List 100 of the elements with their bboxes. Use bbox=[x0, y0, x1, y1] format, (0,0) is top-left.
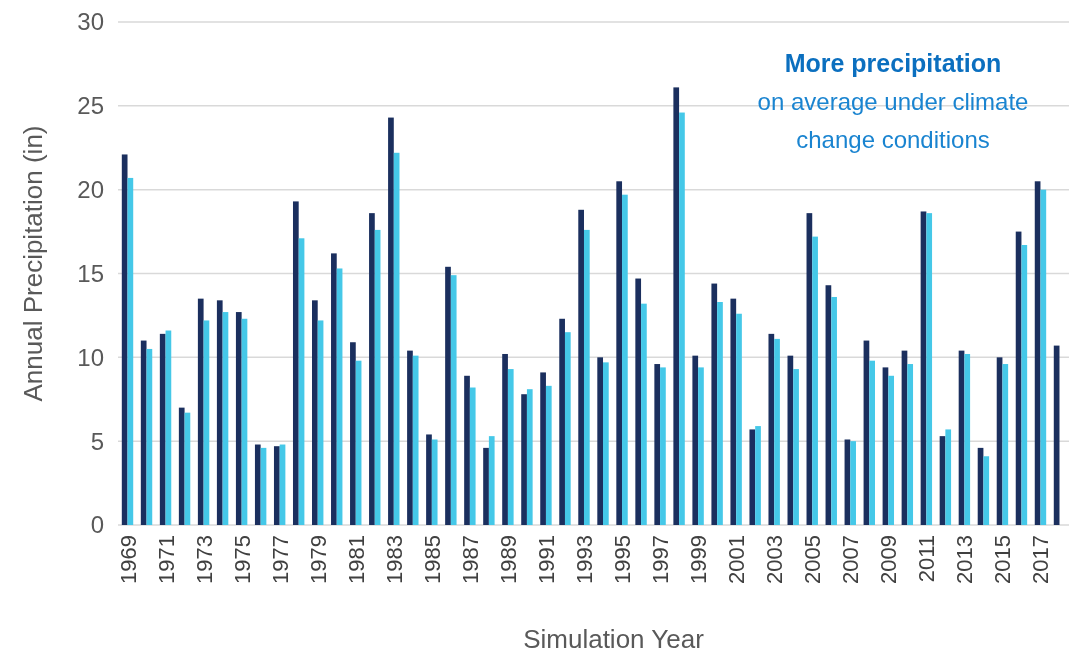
bar bbox=[692, 355, 699, 525]
bar bbox=[545, 385, 552, 525]
bar bbox=[578, 209, 584, 525]
bar bbox=[407, 350, 413, 525]
x-tick-label: 1997 bbox=[648, 535, 674, 584]
x-tick-label: 1981 bbox=[343, 535, 369, 584]
bar bbox=[983, 456, 990, 525]
annotation: on average under climate change conditions bbox=[757, 88, 1029, 153]
bar bbox=[698, 367, 704, 525]
bar bbox=[583, 229, 590, 525]
bar bbox=[483, 447, 489, 525]
x-tick-label: 1975 bbox=[229, 535, 255, 584]
x-tick-label: 1993 bbox=[571, 535, 597, 584]
bar bbox=[926, 213, 933, 525]
x-axis-title: Simulation Year bbox=[523, 624, 705, 654]
x-tick-label: 1985 bbox=[419, 535, 445, 584]
x-tick-label: 1973 bbox=[191, 535, 217, 584]
bar bbox=[673, 87, 680, 525]
bar bbox=[159, 333, 166, 525]
bar bbox=[679, 112, 685, 525]
bar bbox=[431, 439, 438, 525]
bar bbox=[559, 318, 565, 525]
bar bbox=[502, 353, 508, 525]
annotation: More precipitation bbox=[784, 49, 1002, 77]
bar bbox=[755, 426, 761, 525]
bar bbox=[907, 364, 914, 525]
bar bbox=[964, 353, 971, 525]
bar bbox=[488, 436, 495, 525]
bar bbox=[730, 298, 737, 525]
bar bbox=[464, 375, 470, 525]
bar bbox=[793, 369, 799, 525]
bar bbox=[654, 364, 661, 525]
x-tick-label: 2017 bbox=[1028, 535, 1054, 584]
bar bbox=[469, 387, 476, 525]
bar bbox=[388, 117, 394, 525]
x-tick-label: 2011 bbox=[914, 535, 940, 583]
bar bbox=[635, 278, 642, 525]
y-tick-label: 25 bbox=[77, 92, 104, 120]
x-tick-label: 1999 bbox=[686, 535, 712, 584]
bar bbox=[521, 394, 527, 525]
bar bbox=[564, 332, 571, 525]
bar bbox=[121, 154, 128, 525]
bar bbox=[774, 338, 780, 525]
bar bbox=[711, 283, 718, 525]
bar bbox=[641, 303, 647, 525]
bar bbox=[1021, 245, 1028, 525]
bar bbox=[869, 360, 875, 525]
x-tick-label: 2001 bbox=[724, 535, 750, 584]
bar bbox=[603, 362, 609, 525]
bar bbox=[812, 236, 818, 525]
bar bbox=[540, 372, 546, 525]
x-tick-label: 1971 bbox=[153, 535, 179, 584]
bar bbox=[660, 367, 666, 525]
bar bbox=[945, 429, 952, 525]
x-tick-label: 1991 bbox=[533, 535, 559, 584]
bar bbox=[622, 194, 628, 525]
bar bbox=[426, 434, 432, 525]
bar bbox=[616, 181, 623, 525]
bar bbox=[350, 342, 356, 525]
bar bbox=[850, 441, 856, 525]
bar bbox=[526, 389, 533, 525]
bar bbox=[235, 312, 242, 525]
bar bbox=[312, 300, 318, 525]
y-tick-label: 15 bbox=[77, 259, 104, 287]
bar bbox=[1040, 189, 1047, 525]
bar bbox=[597, 357, 604, 525]
x-tick-label: 1979 bbox=[305, 535, 331, 584]
y-axis-title: Annual Precipitation (in) bbox=[18, 125, 48, 402]
bar bbox=[445, 266, 451, 525]
y-tick-label: 10 bbox=[77, 343, 104, 371]
x-tick-label: 2005 bbox=[800, 535, 826, 584]
x-tick-label: 2009 bbox=[876, 535, 902, 584]
bar bbox=[197, 298, 204, 525]
bar bbox=[1002, 364, 1009, 525]
bar bbox=[216, 300, 223, 525]
bar bbox=[178, 407, 185, 525]
x-tick-label: 1989 bbox=[495, 535, 521, 584]
bar bbox=[768, 333, 775, 525]
x-tick-label: 2015 bbox=[990, 535, 1016, 584]
x-tick-label: 1977 bbox=[267, 535, 293, 584]
y-tick-label: 30 bbox=[77, 8, 104, 36]
bar bbox=[140, 340, 147, 525]
bar bbox=[273, 446, 280, 525]
x-tick-label: 1969 bbox=[115, 535, 141, 584]
bar bbox=[736, 313, 742, 525]
bar bbox=[254, 444, 261, 525]
bar bbox=[369, 213, 375, 525]
x-tick-label: 2013 bbox=[952, 535, 978, 584]
bar bbox=[888, 375, 895, 525]
bar bbox=[331, 253, 337, 525]
x-tick-label: 1983 bbox=[381, 535, 407, 584]
bar bbox=[412, 355, 419, 525]
x-tick-label: 1995 bbox=[610, 535, 636, 584]
bar bbox=[717, 302, 723, 525]
x-tick-label: 2003 bbox=[762, 535, 788, 584]
bar bbox=[292, 201, 299, 525]
bar bbox=[831, 296, 837, 525]
x-tick-label: 2007 bbox=[838, 535, 864, 584]
y-tick-label: 0 bbox=[90, 511, 104, 539]
bar bbox=[749, 429, 756, 525]
